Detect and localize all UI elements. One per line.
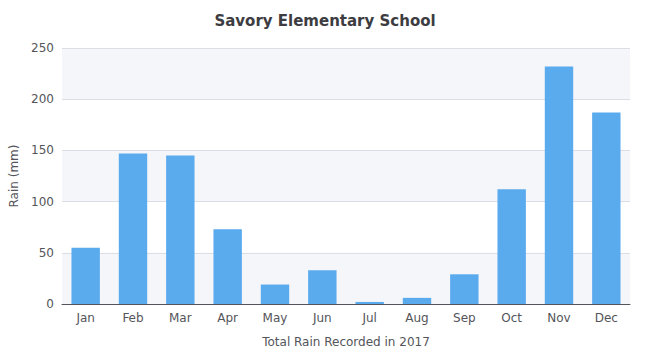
svg-text:0: 0	[46, 297, 54, 311]
svg-text:250: 250	[31, 41, 54, 55]
svg-text:Jan: Jan	[75, 311, 95, 325]
svg-text:Total Rain Recorded in 2017: Total Rain Recorded in 2017	[261, 335, 430, 349]
svg-text:Dec: Dec	[595, 311, 618, 325]
svg-text:Aug: Aug	[405, 311, 428, 325]
svg-text:100: 100	[31, 195, 54, 209]
svg-text:Mar: Mar	[169, 311, 192, 325]
svg-text:200: 200	[31, 92, 54, 106]
svg-text:Nov: Nov	[547, 311, 570, 325]
svg-text:Apr: Apr	[217, 311, 238, 325]
svg-text:May: May	[263, 311, 288, 325]
svg-text:150: 150	[31, 143, 54, 157]
svg-text:Feb: Feb	[122, 311, 143, 325]
svg-text:Savory Elementary School: Savory Elementary School	[214, 12, 435, 30]
svg-text:Rain (mm): Rain (mm)	[7, 145, 21, 208]
svg-text:Oct: Oct	[501, 311, 522, 325]
svg-text:Jun: Jun	[312, 311, 332, 325]
svg-text:Sep: Sep	[453, 311, 476, 325]
svg-text:Jul: Jul	[361, 311, 376, 325]
svg-text:50: 50	[39, 246, 54, 260]
